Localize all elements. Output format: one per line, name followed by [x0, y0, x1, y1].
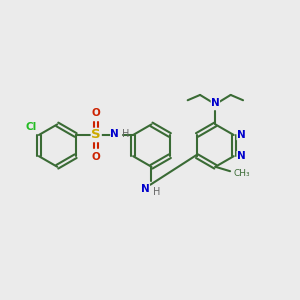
Text: N: N [237, 130, 245, 140]
Text: O: O [92, 108, 100, 118]
Text: N: N [141, 184, 150, 194]
Text: Cl: Cl [26, 122, 37, 132]
Text: N: N [110, 129, 119, 139]
Text: O: O [92, 152, 100, 162]
Text: N: N [237, 151, 245, 161]
Text: H: H [153, 188, 160, 197]
Text: H: H [122, 129, 129, 139]
Text: S: S [92, 128, 101, 142]
Text: N: N [211, 98, 220, 108]
Text: CH₃: CH₃ [233, 169, 250, 178]
